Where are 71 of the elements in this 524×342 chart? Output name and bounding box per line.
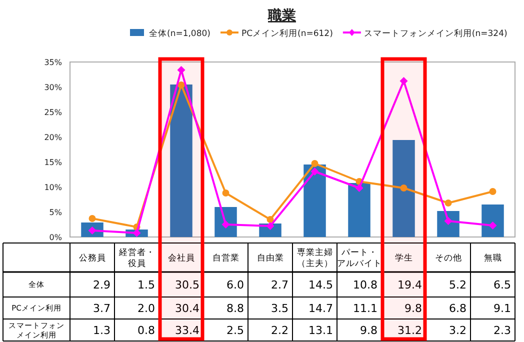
y-tick-label: 0% [49,233,62,242]
data-label: 2.9 [93,278,110,292]
x-tick-label: 公務員 [78,252,106,264]
point [222,190,230,196]
x-tick-label: パート・アルバイト [336,248,382,269]
x-tick-label: 学生 [394,252,413,264]
data-label: 3.5 [271,302,288,315]
data-label: 1.3 [93,324,110,337]
data-label: 2.2 [271,324,288,337]
legend-label: PCメイン利用(n=612) [241,28,333,39]
data-label: 6.8 [449,302,466,315]
data-label: 14.5 [308,278,333,292]
point [266,216,274,223]
data-label: 0.8 [138,324,155,337]
y-tick-label: 10% [44,183,62,192]
y-tick-label: 15% [44,158,62,167]
point [444,200,452,206]
point [177,66,186,74]
y-tick-label: 35% [44,58,62,67]
bar [348,183,370,237]
data-label: 19.4 [398,278,422,292]
point [355,184,364,192]
point [88,215,96,222]
bar [482,204,504,237]
point [400,184,408,192]
data-label: 1.5 [138,278,155,292]
bar [392,140,415,237]
data-label: 3.7 [93,302,110,315]
y-tick-label: 30% [44,83,62,92]
data-label: 30.5 [175,278,200,292]
point [311,160,318,167]
data-label: 2.5 [226,324,244,337]
data-label: 8.8 [226,302,244,315]
data-label: 6.5 [494,278,511,292]
data-label: 14.7 [308,302,333,315]
y-tick-label: 20% [44,133,62,142]
data-label: 3.2 [449,324,466,337]
legend-label: スマートフォンメイン利用(n=324) [364,28,508,39]
data-label: 9.8 [360,324,378,337]
data-label: 6.0 [226,278,244,292]
x-tick-label: 経営者・役員 [118,247,155,269]
data-label: 10.8 [353,278,378,292]
x-tick-label: その他 [434,252,462,264]
point [132,229,141,237]
bar [170,84,192,237]
data-label: 31.2 [398,324,422,337]
bar [304,164,326,237]
point [400,77,408,85]
data-label: 9.1 [494,302,511,315]
data-label: 11.1 [353,302,378,315]
x-tick-label: 専業主婦（主夫） [296,247,333,269]
data-label: 30.4 [175,302,200,315]
data-label: 2.0 [138,302,155,315]
data-label: 2.3 [494,324,511,337]
data-label: 13.1 [308,324,333,337]
y-tick-label: 5% [49,208,62,217]
y-tick-label: 25% [44,108,62,117]
data-label: 9.8 [404,302,422,315]
point [310,168,319,176]
x-tick-label: 無職 [484,252,502,264]
data-label: 2.7 [271,278,288,292]
legend-label: 全体(n=1,080) [149,28,210,39]
x-tick-label: 会社員 [168,252,195,264]
x-tick-label: 自営業 [212,252,240,264]
chart-title: 職業 [267,7,296,24]
point [488,222,497,230]
point [489,188,496,195]
data-label: 5.2 [449,278,466,292]
x-tick-label: 自由業 [256,252,284,264]
point [178,82,185,88]
data-label: 33.4 [175,324,200,337]
